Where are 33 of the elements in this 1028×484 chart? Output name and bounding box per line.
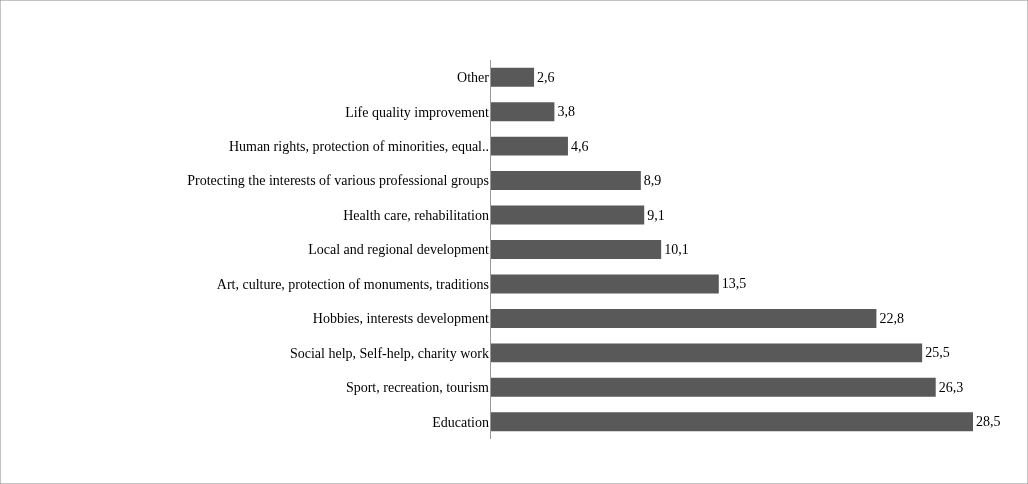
bar xyxy=(490,136,568,156)
bar xyxy=(490,308,877,328)
data-label: 9,1 xyxy=(647,207,665,223)
data-label: 13,5 xyxy=(721,276,747,292)
y-tick-label: Human rights, protection of minorities, equal.. xyxy=(228,139,489,155)
bar xyxy=(490,171,641,191)
y-tick-label: Other xyxy=(457,70,490,86)
y-tick-label: Life quality improvement xyxy=(345,104,490,120)
data-label: 28,5 xyxy=(976,414,1001,430)
y-tick-label: Sport, recreation, tourism xyxy=(345,380,490,396)
y-tick-label: Protecting the interests of various professional groups xyxy=(187,173,489,189)
bar xyxy=(490,274,719,294)
bar xyxy=(490,343,923,363)
bar xyxy=(490,205,645,225)
data-label: 25,5 xyxy=(925,345,950,361)
data-label: 10,1 xyxy=(664,241,689,257)
y-tick-label: Local and regional development xyxy=(308,242,490,258)
data-label: 8,9 xyxy=(643,173,662,189)
bar xyxy=(490,67,535,87)
bar xyxy=(490,102,555,122)
y-tick-label: Social help, Self-help, charity work xyxy=(289,345,489,361)
data-label: 4,6 xyxy=(570,138,589,154)
data-label: 2,6 xyxy=(537,69,555,85)
bar xyxy=(490,377,936,397)
y-tick-label: Health care, rehabilitation xyxy=(343,207,489,223)
data-label: 22,8 xyxy=(879,310,904,326)
y-tick-label: Art, culture, protection of monuments, traditions xyxy=(216,276,489,292)
data-label: 3,8 xyxy=(557,104,575,120)
bar xyxy=(490,240,662,259)
y-tick-label: Education xyxy=(432,414,489,430)
bar xyxy=(490,412,973,432)
y-tick-label: Hobbies, interests development xyxy=(312,311,490,327)
data-label: 26,3 xyxy=(938,379,964,395)
